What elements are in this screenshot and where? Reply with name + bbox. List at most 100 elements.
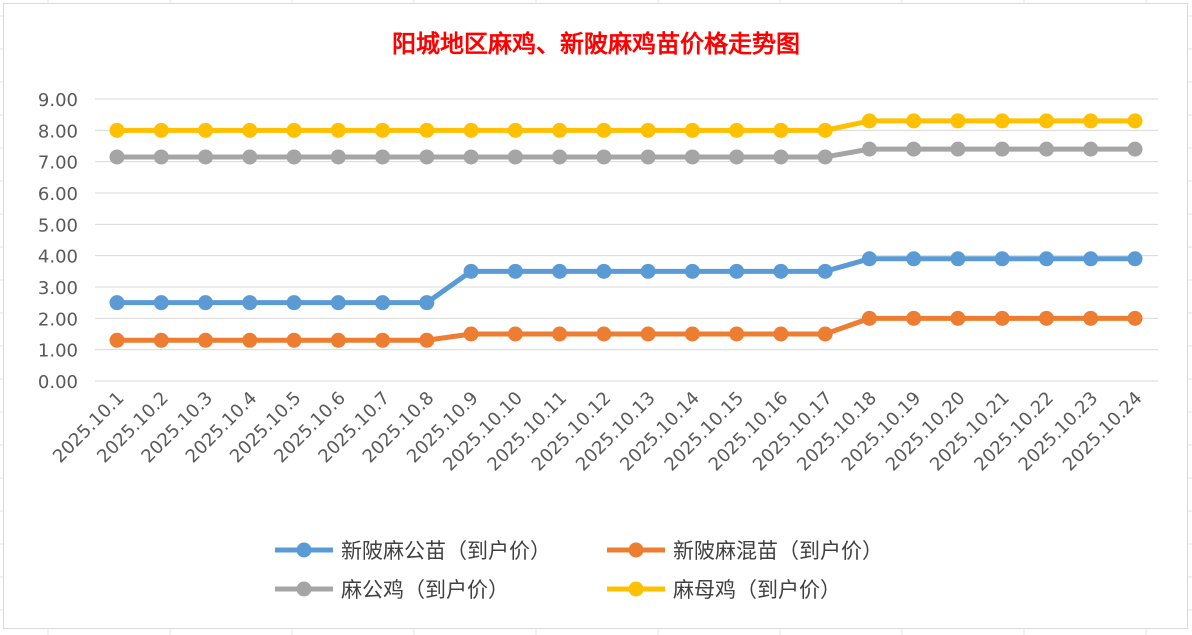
legend-swatch-marker	[628, 581, 644, 597]
data-point	[463, 149, 479, 165]
data-point	[419, 295, 435, 311]
y-tick-label: 1.00	[38, 341, 78, 362]
series-2	[109, 310, 1143, 348]
data-point	[1127, 141, 1143, 157]
data-point	[684, 263, 700, 279]
data-point	[507, 122, 523, 138]
data-point	[109, 122, 125, 138]
series-line	[117, 118, 1135, 133]
gridlines	[95, 98, 1158, 382]
data-point	[552, 263, 568, 279]
data-point	[198, 122, 214, 138]
data-point	[552, 326, 568, 342]
data-point	[640, 149, 656, 165]
legend-label: 新陂麻混苗（到户价）	[673, 539, 883, 563]
series-line	[117, 315, 1135, 343]
data-point	[375, 149, 391, 165]
series-group	[109, 113, 1143, 348]
data-point	[640, 122, 656, 138]
y-tick-label: 3.00	[38, 278, 78, 299]
data-point	[419, 149, 435, 165]
data-point	[507, 326, 523, 342]
data-point	[596, 122, 612, 138]
data-point	[1127, 113, 1143, 129]
data-point	[684, 326, 700, 342]
data-point	[817, 149, 833, 165]
data-point	[109, 295, 125, 311]
series-3	[109, 141, 1143, 165]
data-point	[109, 332, 125, 348]
data-point	[242, 332, 258, 348]
series-4	[109, 113, 1143, 138]
data-point	[463, 326, 479, 342]
data-point	[861, 113, 877, 129]
legend-swatch-marker	[628, 542, 644, 558]
data-point	[729, 326, 745, 342]
data-point	[817, 122, 833, 138]
data-point	[109, 149, 125, 165]
series-line	[117, 256, 1135, 306]
data-point	[330, 332, 346, 348]
y-tick-label: 7.00	[38, 153, 78, 174]
data-point	[817, 326, 833, 342]
data-point	[375, 332, 391, 348]
data-point	[994, 141, 1010, 157]
data-point	[1038, 251, 1054, 267]
data-point	[375, 122, 391, 138]
data-point	[419, 332, 435, 348]
data-point	[242, 295, 258, 311]
y-axis-ticks: 0.00 1.00 2.00 3.00 4.00 5.00 6.00 7.00 8.00 9.00	[38, 90, 78, 393]
data-point	[950, 113, 966, 129]
data-point	[153, 332, 169, 348]
data-point	[153, 122, 169, 138]
data-point	[729, 263, 745, 279]
data-point	[153, 149, 169, 165]
legend-label: 麻母鸡（到户价）	[673, 578, 841, 602]
series-1	[109, 251, 1143, 311]
y-tick-label: 8.00	[38, 121, 78, 142]
x-axis-ticks: 2025.10.12025.10.22025.10.32025.10.42025…	[49, 388, 1147, 476]
data-point	[684, 122, 700, 138]
data-point	[817, 263, 833, 279]
data-point	[994, 310, 1010, 326]
data-point	[640, 326, 656, 342]
data-point	[286, 122, 302, 138]
data-point	[906, 310, 922, 326]
data-point	[153, 295, 169, 311]
data-point	[286, 295, 302, 311]
data-point	[596, 326, 612, 342]
data-point	[596, 263, 612, 279]
legend-label: 新陂麻公苗（到户价）	[341, 539, 551, 563]
data-point	[773, 326, 789, 342]
data-point	[1083, 251, 1099, 267]
data-point	[729, 149, 745, 165]
data-point	[375, 295, 391, 311]
data-point	[198, 149, 214, 165]
data-point	[861, 251, 877, 267]
series-line	[117, 146, 1135, 160]
data-point	[596, 149, 612, 165]
data-point	[950, 251, 966, 267]
data-point	[950, 310, 966, 326]
data-point	[1083, 310, 1099, 326]
legend-swatch-marker	[296, 581, 312, 597]
data-point	[507, 263, 523, 279]
legend: 新陂麻公苗（到户价） 新陂麻混苗（到户价） 麻公鸡（到户价） 麻母鸡（到户价）	[275, 539, 883, 602]
data-point	[463, 263, 479, 279]
data-point	[419, 122, 435, 138]
data-point	[773, 263, 789, 279]
data-point	[773, 149, 789, 165]
data-point	[507, 149, 523, 165]
data-point	[286, 149, 302, 165]
data-point	[729, 122, 745, 138]
data-point	[198, 295, 214, 311]
legend-item: 麻母鸡（到户价）	[607, 578, 841, 602]
data-point	[861, 141, 877, 157]
data-point	[994, 113, 1010, 129]
data-point	[552, 149, 568, 165]
data-point	[906, 251, 922, 267]
y-tick-label: 0.00	[38, 372, 78, 393]
data-point	[950, 141, 966, 157]
data-point	[994, 251, 1010, 267]
y-tick-label: 5.00	[38, 215, 78, 236]
